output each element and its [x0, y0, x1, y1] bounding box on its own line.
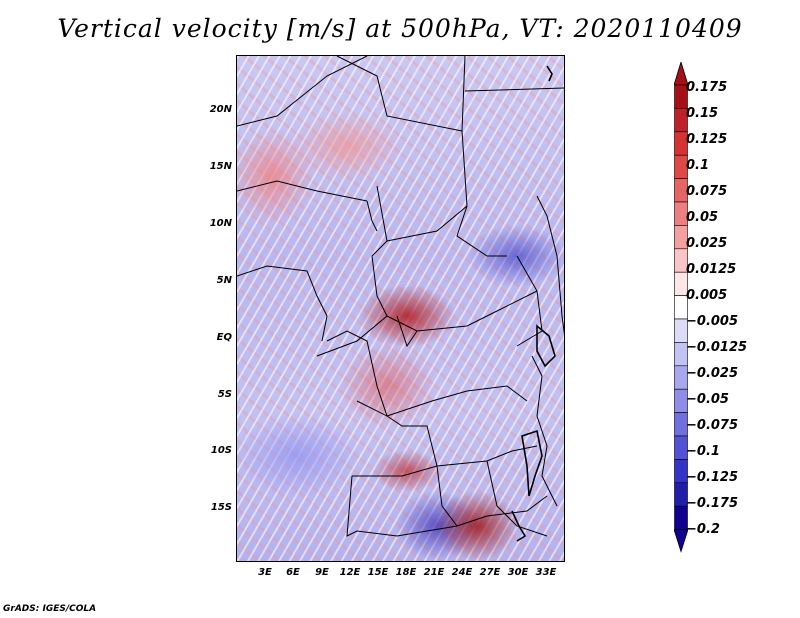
map-panel	[236, 55, 565, 562]
colorbar-label: −0.1	[686, 444, 720, 459]
colorbar-label: −0.2	[686, 522, 720, 537]
lon-label: 27E	[479, 567, 501, 578]
footer-credit: GrADS: IGES/COLA	[3, 604, 97, 614]
colorbar-label: −0.05	[686, 392, 729, 407]
lat-label: 10N	[209, 218, 232, 229]
lat-label: 15S	[210, 502, 232, 513]
lon-label: 33E	[535, 567, 557, 578]
lon-label: 24E	[451, 567, 473, 578]
colorbar-label: 0.0125	[686, 262, 737, 277]
lon-label: 18E	[395, 567, 417, 578]
lon-label: 21E	[423, 567, 445, 578]
lat-label: 10S	[210, 445, 232, 456]
country-borders	[237, 56, 564, 542]
lat-label: 15N	[209, 161, 232, 172]
lat-label: 5N	[216, 275, 232, 286]
lat-label: 5S	[217, 389, 232, 400]
colorbar-label: 0.125	[686, 132, 728, 147]
colorbar-label: 0.075	[686, 184, 728, 199]
lon-label: 15E	[367, 567, 389, 578]
colorbar-label: −0.0125	[686, 340, 748, 355]
colorbar-label: −0.175	[686, 496, 739, 511]
colorbar-bottom-arrow	[674, 529, 688, 553]
colorbar-label: −0.125	[686, 470, 739, 485]
lon-label: 6E	[286, 567, 300, 578]
colorbar-label: 0.025	[686, 236, 728, 251]
colorbar	[674, 62, 688, 553]
colorbar-label: 0.175	[686, 80, 728, 95]
colorbar-label: 0.15	[686, 106, 719, 121]
lat-label: 20N	[209, 104, 232, 115]
colorbar-label: 0.1	[686, 158, 710, 173]
lon-label: 9E	[315, 567, 329, 578]
lon-label: 30E	[507, 567, 529, 578]
colorbar-label: −0.005	[686, 314, 739, 329]
colorbar-label: 0.005	[686, 288, 728, 303]
lat-label: EQ	[216, 332, 232, 343]
lon-label: 12E	[339, 567, 361, 578]
chart-title: Vertical velocity [m/s] at 500hPa, VT: 2…	[57, 14, 743, 43]
colorbar-label: 0.05	[686, 210, 719, 225]
colorbar-label: −0.025	[686, 366, 739, 381]
lon-label: 3E	[258, 567, 272, 578]
colorbar-label: −0.075	[686, 418, 739, 433]
